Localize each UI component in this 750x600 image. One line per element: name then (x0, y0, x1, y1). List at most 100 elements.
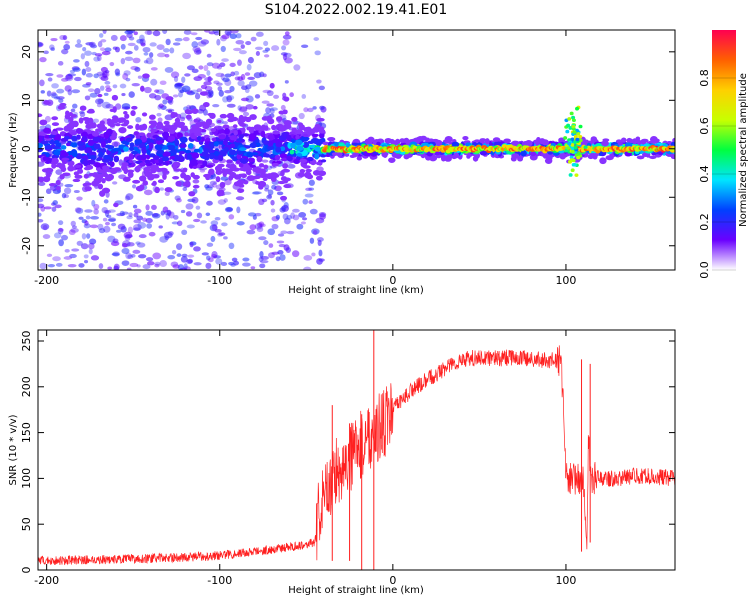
spectrogram-noise-cell (258, 236, 267, 241)
spectrogram-noise-cell (221, 34, 230, 40)
spectrogram-noise-cell (86, 233, 91, 239)
spectrogram-band-cell (77, 168, 84, 174)
spectrogram-band-cell (60, 145, 67, 150)
spectrogram-noise-cell (39, 79, 45, 87)
spectrogram-band-cell (193, 118, 199, 123)
spectrogram-noise-cell (145, 204, 150, 211)
spectrogram-band-cell (54, 164, 64, 168)
spectrogram-noise-cell (212, 104, 220, 108)
spectrogram-band-cell (180, 169, 188, 173)
spectrogram-noise-cell (74, 76, 82, 82)
spectrogram-band-cell (135, 123, 140, 131)
spectrogram-noise-cell (233, 260, 239, 266)
spectrogram-band-cell (243, 180, 249, 185)
spectrogram-band-cell (82, 116, 90, 121)
spectrogram-noise-cell (126, 30, 136, 34)
spectrogram-noise-cell (152, 30, 161, 37)
spectrogram-band-cell (240, 173, 247, 179)
spectrogram-noise-cell (40, 223, 50, 231)
spectrogram-noise-cell (120, 43, 126, 50)
spectrogram-noise-cell (269, 108, 275, 115)
spectrogram-noise-cell (133, 227, 141, 231)
spectrogram-band-cell (227, 118, 235, 123)
spectrogram-band-cell (251, 152, 259, 156)
spectrogram-band-cell (97, 183, 104, 190)
spectrogram-noise-cell (40, 90, 45, 94)
spectrogram-noise-cell (174, 82, 183, 89)
spectrogram-noise-cell (164, 66, 174, 73)
spectrogram-noise-cell (102, 30, 107, 34)
spectrogram-noise-cell (206, 242, 214, 247)
spectrogram-noise-cell (102, 217, 108, 222)
spectrogram-noise-cell (308, 200, 313, 205)
spectrogram-noise-cell (199, 169, 206, 173)
spectrogram-noise-cell (308, 187, 315, 191)
spectrogram-noise-cell (47, 77, 53, 82)
colorbar-tick-label: 0.2 (698, 213, 711, 231)
spectrogram-noise-cell (311, 252, 316, 257)
spectrogram-noise-cell (159, 80, 167, 86)
spectrogram-noise-cell (156, 112, 162, 117)
spectrogram-noise-cell (148, 52, 154, 58)
spectrogram-noise-cell (254, 212, 262, 217)
spectrogram-noise-cell (80, 53, 86, 60)
spectrogram-band-cell (67, 165, 75, 172)
spectrogram-band-cell (70, 131, 77, 136)
spectrogram-band-cell (123, 176, 131, 182)
spectrogram-noise-cell (216, 65, 222, 70)
spectrogram-noise-cell (45, 188, 52, 195)
spectrogram-band-cell (71, 150, 78, 158)
spectrogram-y-tick-label: 0 (20, 145, 33, 152)
spectrogram-noise-cell (280, 104, 286, 111)
spectrogram-band-cell (547, 151, 554, 155)
spectrogram-band-cell (127, 171, 134, 178)
spectrogram-band-cell (305, 168, 312, 173)
spectrogram-noise-cell (277, 233, 285, 237)
spectrogram-band-cell (93, 143, 101, 150)
spectrogram-band-cell (146, 149, 151, 155)
spectrogram-band-cell (128, 159, 134, 164)
spectrogram-band-cell (295, 145, 304, 151)
spectrogram-band-cell (319, 128, 326, 134)
spectrogram-noise-cell (93, 56, 100, 62)
spectrogram-noise-cell (53, 96, 61, 100)
spectrogram-noise-cell (38, 161, 45, 167)
spectrogram-noise-cell (195, 49, 202, 54)
spectrogram-feature-cell (572, 130, 577, 134)
spectrogram-noise-cell (164, 235, 170, 241)
spectrogram-noise-cell (38, 218, 44, 223)
spectrogram-noise-cell (266, 90, 274, 97)
spectrogram-noise-cell (256, 226, 264, 233)
spectrogram-noise-cell (68, 229, 76, 236)
spectrogram-band-cell (559, 152, 567, 160)
spectrogram-noise-cell (301, 93, 307, 99)
spectrogram-noise-cell (158, 103, 164, 109)
spectrogram-noise-cell (280, 205, 287, 212)
spectrogram-noise-cell (203, 81, 212, 86)
spectrogram-band-cell (235, 159, 241, 165)
spectrogram-noise-cell (205, 212, 211, 217)
spectrogram-band-cell (77, 145, 86, 151)
spectrogram-noise-cell (200, 220, 207, 224)
spectrogram-noise-cell (151, 204, 157, 211)
spectrogram-noise-cell (269, 107, 278, 111)
spectrogram-band-cell (51, 162, 57, 169)
spectrogram-band-cell (184, 132, 189, 137)
spectrogram-noise-cell (184, 73, 191, 77)
spectrogram-noise-cell (63, 256, 73, 260)
spectrogram-noise-cell (174, 195, 181, 201)
spectrogram-noise-cell (78, 216, 84, 220)
spectrogram-noise-cell (300, 221, 306, 225)
spectrogram-noise-cell (154, 94, 162, 101)
spectrogram-band-cell (263, 164, 269, 170)
spectrogram-noise-cell (226, 103, 236, 108)
spectrogram-noise-cell (104, 221, 110, 226)
spectrogram-band-cell (48, 182, 57, 187)
spectrogram-band-cell (188, 191, 196, 197)
spectrogram-band-cell (144, 170, 153, 178)
spectrogram-band-cell (269, 172, 278, 178)
spectrogram-band-cell (291, 116, 298, 122)
spectrogram-band-cell (399, 138, 406, 144)
spectrogram-band-cell (88, 172, 96, 177)
spectrogram-noise-cell (52, 256, 61, 262)
